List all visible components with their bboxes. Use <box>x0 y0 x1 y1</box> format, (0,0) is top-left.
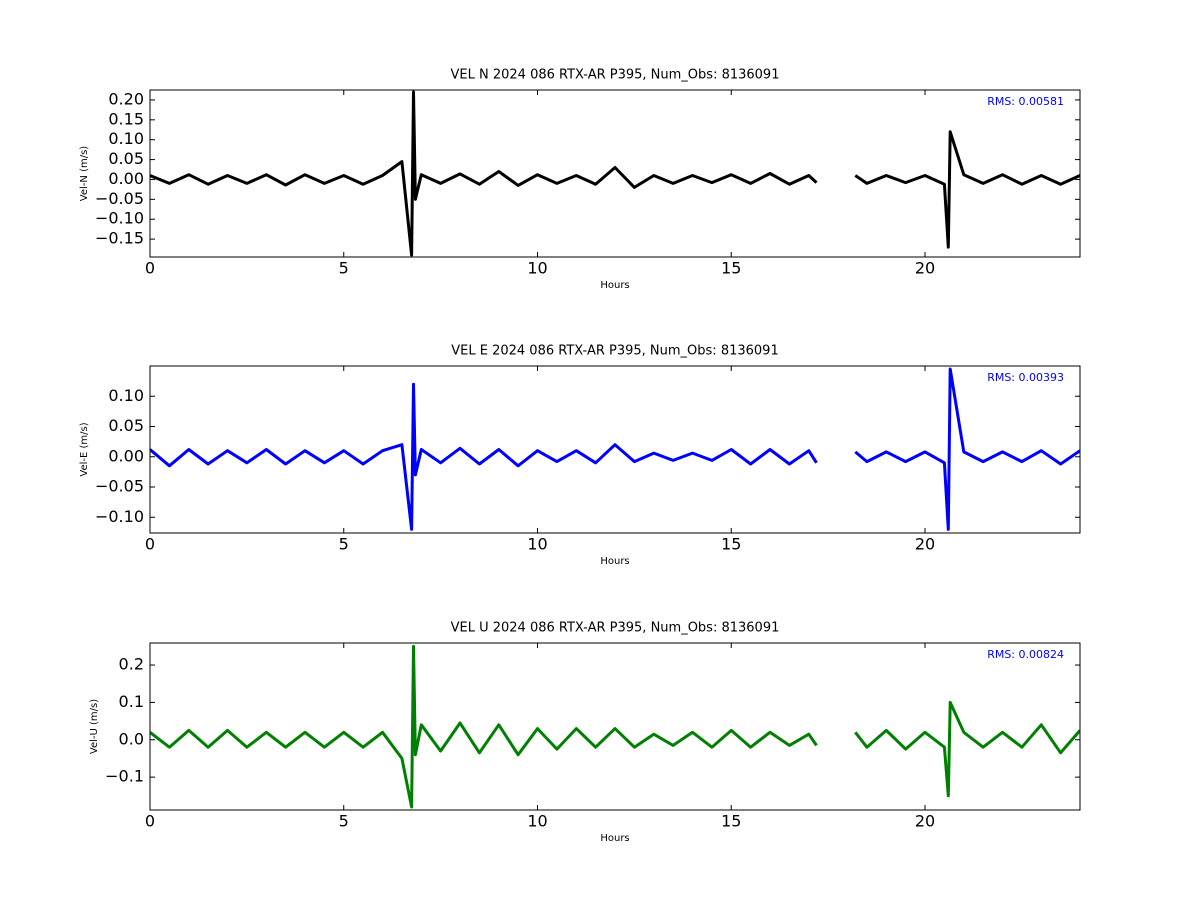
rms-annotation: RMS: 0.00824 <box>987 648 1064 661</box>
y-tick-label: −0.15 <box>95 229 144 248</box>
y-tick-label: −0.10 <box>95 209 144 228</box>
subplot: 0 5 10 15 20 0.10 0.05 0.00 −0.05 −0.10 VEL E 2024… <box>79 344 1081 567</box>
y-tick-label: 0.00 <box>108 446 144 465</box>
y-tick-label: 0.0 <box>119 729 144 748</box>
x-tick-label: 10 <box>527 812 547 831</box>
y-tick-label: 0.1 <box>119 692 144 711</box>
data-line <box>150 367 1080 531</box>
y-tick-label: 0.20 <box>108 89 144 108</box>
y-tick-label: 0.05 <box>108 416 144 435</box>
y-tick-label: 0.10 <box>108 386 144 405</box>
y-tick-label: −0.10 <box>95 507 144 526</box>
rms-annotation: RMS: 0.00393 <box>987 371 1064 384</box>
x-tick-label: 0 <box>145 259 155 278</box>
x-tick-label: 10 <box>527 259 547 278</box>
x-tick-label: 20 <box>915 259 935 278</box>
rms-annotation: RMS: 0.00581 <box>987 95 1064 108</box>
y-tick-label: −0.1 <box>105 767 144 786</box>
x-tick-label: 20 <box>915 535 935 554</box>
chart-title: VEL N 2024 086 RTX-AR P395, Num_Obs: 813… <box>451 68 780 83</box>
x-tick-label: 10 <box>527 535 547 554</box>
x-axis-label: Hours <box>600 280 629 291</box>
x-tick-label: 15 <box>721 259 741 278</box>
axes-frame <box>149 365 1081 534</box>
chart-title: VEL E 2024 086 RTX-AR P395, Num_Obs: 813… <box>451 344 778 359</box>
y-axis-label: Vel-U (m/s) <box>89 699 100 754</box>
x-tick-label: 5 <box>339 259 349 278</box>
x-tick-label: 5 <box>339 812 349 831</box>
x-axis-label: Hours <box>600 833 629 844</box>
chart-title: VEL U 2024 086 RTX-AR P395, Num_Obs: 813… <box>451 621 780 636</box>
x-tick-label: 0 <box>145 535 155 554</box>
y-axis-label: Vel-E (m/s) <box>79 422 90 476</box>
y-tick-label: 0.15 <box>108 109 144 128</box>
x-tick-label: 20 <box>915 812 935 831</box>
plot-area <box>150 644 1080 809</box>
data-line <box>150 644 1080 809</box>
axes-frame <box>149 89 1081 258</box>
axes-frame <box>149 642 1081 811</box>
plot-area <box>150 90 1080 257</box>
data-line <box>150 90 1080 257</box>
x-tick-label: 15 <box>721 535 741 554</box>
x-tick-label: 5 <box>339 535 349 554</box>
subplot: 0 5 10 15 20 0.2 0.1 0.0 −0.1 VEL U 2024 086 RTX-… <box>89 621 1081 844</box>
y-tick-label: 0.10 <box>108 129 144 148</box>
x-tick-label: 0 <box>145 812 155 831</box>
y-tick-label: −0.05 <box>95 477 144 496</box>
subplot: 0 5 10 15 20 0.200.150.100.050.00−0.05−0.10−0… <box>79 68 1081 291</box>
y-tick-label: −0.05 <box>95 189 144 208</box>
y-tick-label: 0.05 <box>108 149 144 168</box>
y-tick-label: 0.00 <box>108 169 144 188</box>
x-axis-label: Hours <box>600 556 629 567</box>
plot-area <box>150 367 1080 531</box>
x-tick-label: 15 <box>721 812 741 831</box>
y-axis-label: Vel-N (m/s) <box>79 146 90 201</box>
y-tick-label: 0.2 <box>119 655 144 674</box>
